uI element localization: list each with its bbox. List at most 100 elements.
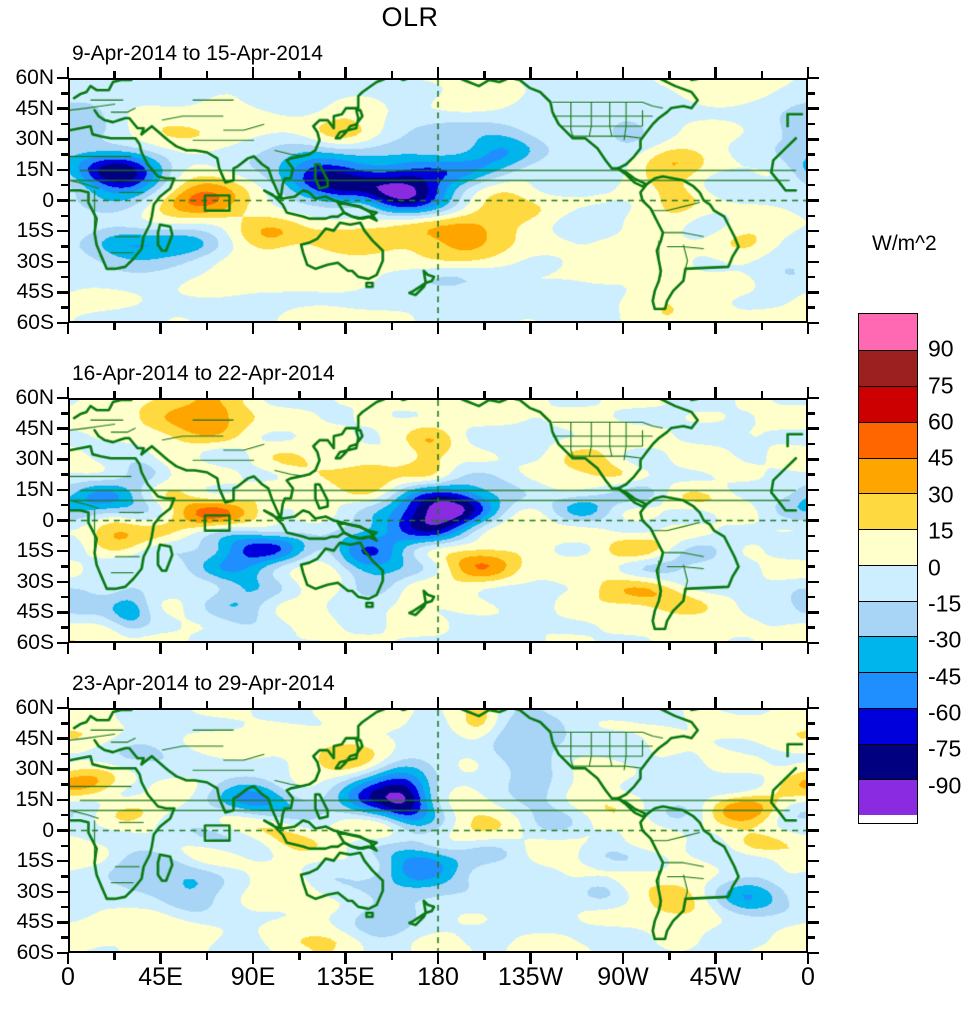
y-tick-label: 30N (15, 127, 54, 151)
x-tick-mark (251, 387, 255, 398)
x-tick-minor (483, 701, 486, 708)
x-tick-minor (113, 391, 116, 398)
x-tick-mark (66, 697, 70, 708)
y-tick-mark (57, 427, 68, 430)
x-tick-minor (113, 953, 116, 960)
y-tick-label: 60S (16, 631, 54, 654)
y-tick-minor (61, 565, 68, 568)
y-tick-minor (61, 412, 68, 415)
x-tick-minor (483, 71, 486, 78)
x-tick-mark (436, 697, 440, 708)
y-tick-label: 30N (15, 757, 54, 781)
y-tick-minor (808, 442, 815, 446)
y-tick-minor (61, 534, 68, 538)
y-tick-mark (808, 488, 819, 492)
y-tick-minor (808, 214, 815, 218)
x-tick-minor (390, 391, 393, 398)
x-tick-mark (66, 67, 70, 78)
x-tick-minor (298, 953, 301, 960)
y-tick-mark (57, 488, 68, 492)
x-tick-minor (113, 643, 116, 650)
y-tick-label: 60N (15, 386, 54, 409)
x-tick-label: 90E (230, 963, 276, 991)
y-tick-label: 45N (15, 416, 54, 440)
y-tick-minor (808, 275, 815, 279)
x-tick-mark (66, 387, 70, 398)
y-tick-minor (61, 783, 68, 786)
colorbar-band (859, 636, 917, 673)
x-tick-mark (251, 953, 255, 964)
x-tick-minor (113, 71, 116, 78)
y-tick-mark (808, 859, 819, 863)
x-tick-mark (251, 323, 255, 334)
y-tick-label: 45S (16, 910, 54, 934)
y-tick-minor (61, 92, 68, 95)
y-tick-label: 0 (42, 508, 54, 532)
y-tick-label: 30S (16, 569, 54, 593)
y-tick-minor (808, 412, 815, 415)
y-tick-label: 60N (15, 696, 54, 719)
x-tick-minor (483, 391, 486, 398)
y-tick-minor (808, 844, 815, 848)
x-tick-minor (298, 71, 301, 78)
map-plot-area-2 (68, 398, 808, 643)
y-tick-label: 30S (16, 879, 54, 903)
y-tick-mark (57, 291, 68, 294)
colorbar-band (859, 350, 917, 387)
colorbar-band (859, 600, 917, 637)
y-tick-label: 45N (15, 96, 54, 120)
y-tick-mark (808, 549, 819, 553)
y-tick-minor (808, 153, 815, 156)
y-tick-mark (57, 549, 68, 553)
colorbar-tick-label: 15 (928, 517, 954, 544)
y-tick-minor (61, 275, 68, 279)
y-tick-mark (57, 951, 68, 955)
x-tick-mark (714, 697, 717, 708)
x-tick-minor (760, 953, 763, 960)
x-tick-minor (298, 391, 301, 398)
x-tick-minor (113, 323, 116, 330)
y-tick-label: 15S (16, 219, 54, 243)
colorbar-units-label: W/m^2 (872, 232, 937, 255)
y-tick-mark (57, 706, 68, 710)
y-tick-mark (57, 168, 68, 172)
y-tick-mark (808, 427, 819, 430)
x-tick-minor (483, 323, 486, 330)
y-tick-label: 15S (16, 849, 54, 873)
x-tick-mark (806, 67, 810, 78)
x-tick-minor (575, 701, 578, 708)
x-tick-mark (436, 953, 440, 964)
y-tick-minor (61, 752, 68, 756)
y-tick-mark (808, 611, 819, 614)
y-tick-minor (61, 595, 68, 599)
y-tick-minor (61, 844, 68, 848)
x-tick-mark (806, 697, 810, 708)
colorbar-tick-label: -90 (928, 772, 962, 799)
colorbar-tick-label: -30 (928, 626, 962, 653)
y-tick-mark (808, 138, 819, 141)
x-tick-mark (621, 387, 625, 398)
colorbar-band (859, 672, 917, 708)
y-tick-label: 45S (16, 280, 54, 304)
y-tick-label: 15N (15, 787, 54, 811)
y-tick-mark (57, 519, 68, 522)
x-tick-minor (483, 643, 486, 650)
x-tick-minor (298, 643, 301, 650)
y-tick-mark (57, 737, 68, 740)
y-tick-mark (57, 611, 68, 614)
y-tick-minor (808, 936, 815, 939)
y-tick-mark (808, 706, 819, 710)
y-tick-mark (808, 76, 819, 80)
y-tick-mark (808, 519, 819, 522)
panel-title-1: 9-Apr-2014 to 15-Apr-2014 (72, 42, 323, 65)
x-tick-mark (529, 643, 532, 654)
x-tick-mark (436, 323, 440, 334)
olr-anomaly-map-3 (70, 710, 806, 951)
colorbar-tick-label: -15 (928, 590, 962, 617)
x-tick-minor (390, 71, 393, 78)
colorbar-band (859, 707, 917, 744)
x-tick-minor (668, 71, 671, 78)
y-tick-mark (808, 458, 819, 461)
y-tick-label: 30S (16, 249, 54, 273)
x-tick-minor (668, 391, 671, 398)
